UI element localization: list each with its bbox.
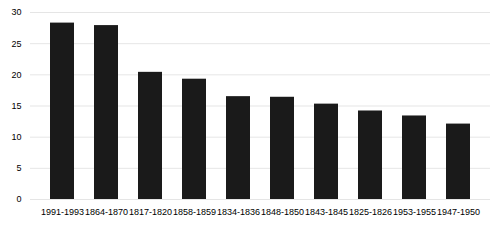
svg-text:1834-1836: 1834-1836	[217, 207, 260, 217]
svg-text:25: 25	[11, 39, 21, 49]
svg-text:20: 20	[11, 70, 21, 80]
svg-text:10: 10	[11, 132, 21, 142]
svg-text:1848-1850: 1848-1850	[261, 207, 304, 217]
svg-text:30: 30	[11, 7, 21, 17]
svg-text:0: 0	[16, 194, 21, 204]
svg-text:1825-1826: 1825-1826	[349, 207, 392, 217]
svg-text:1991-1993: 1991-1993	[41, 207, 84, 217]
svg-text:1947-1950: 1947-1950	[437, 207, 480, 217]
svg-text:5: 5	[16, 163, 21, 173]
svg-text:1817-1820: 1817-1820	[129, 207, 172, 217]
svg-text:1953-1955: 1953-1955	[393, 207, 436, 217]
svg-text:1858-1859: 1858-1859	[173, 207, 216, 217]
svg-text:15: 15	[11, 101, 21, 111]
svg-text:1843-1845: 1843-1845	[305, 207, 348, 217]
svg-text:1864-1870: 1864-1870	[85, 207, 128, 217]
